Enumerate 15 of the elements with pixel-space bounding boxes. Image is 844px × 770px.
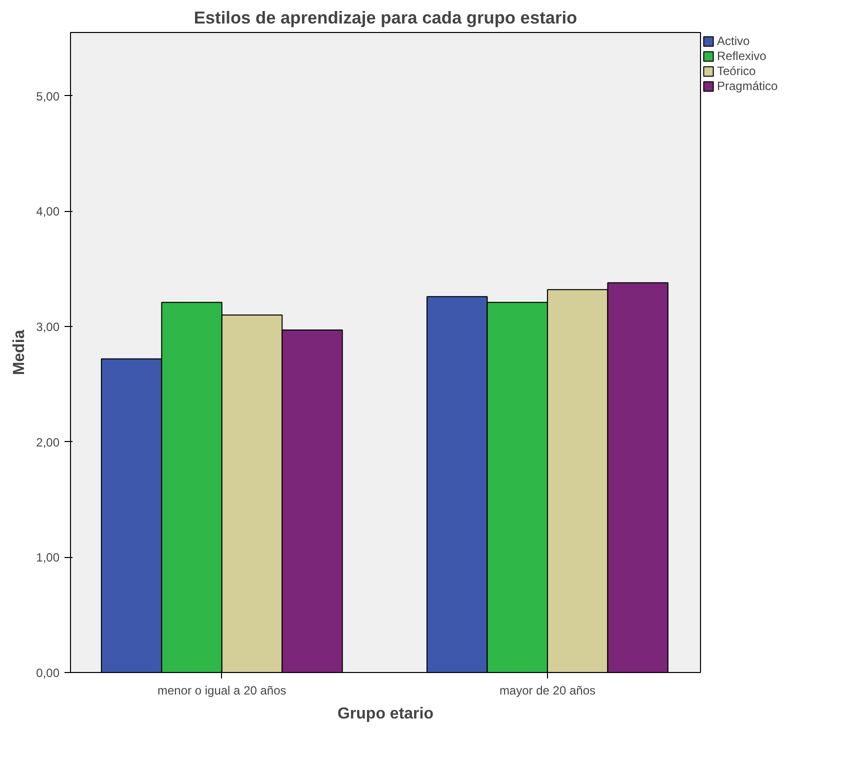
x-tick-label: menor o igual a 20 años — [158, 684, 286, 698]
x-tick-label: mayor de 20 años — [499, 684, 596, 698]
x-axis-title: Grupo etario — [337, 706, 434, 722]
y-tick-label: 1,00 — [36, 550, 60, 565]
y-tick-label: 3,00 — [36, 320, 60, 334]
y-tick-label: 2,00 — [36, 435, 60, 450]
chart-title: Estilos de aprendizaje para cada grupo estario — [194, 8, 578, 28]
legend-label: Activo — [717, 34, 750, 48]
y-tick-label: 4,00 — [36, 204, 60, 219]
y-tick-label: 5,00 — [36, 89, 60, 104]
y-axis-title: Media — [11, 330, 28, 376]
legend-label: Reflexivo — [717, 49, 766, 63]
legend-label: Teórico — [717, 64, 756, 78]
y-tick-label: 0,00 — [36, 666, 60, 680]
legend-label: Pragmático — [717, 79, 778, 93]
